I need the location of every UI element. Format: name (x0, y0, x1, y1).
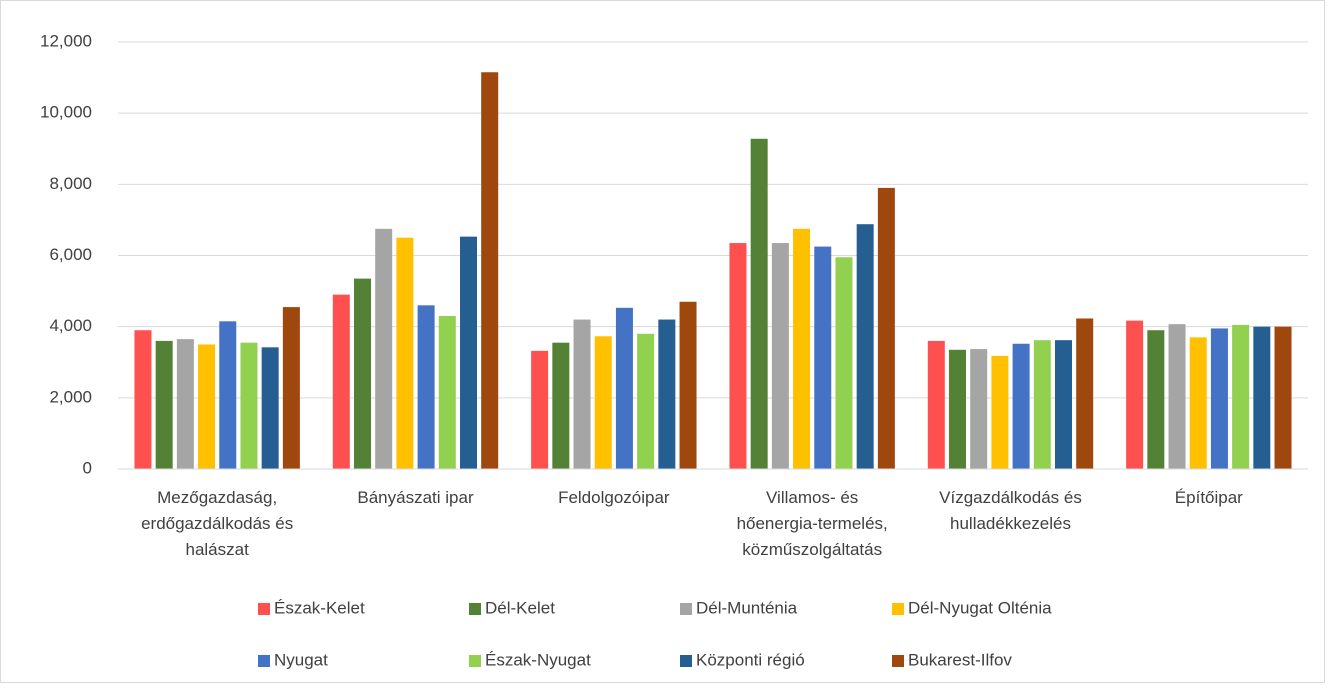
y-tick-label: 0 (83, 458, 92, 477)
legend-swatch (892, 655, 904, 667)
bar (1210, 328, 1228, 469)
legend-label: Dél-Munténia (696, 598, 798, 617)
bar (637, 333, 655, 469)
legend-label: Bukarest-Ilfov (908, 650, 1012, 669)
bar (282, 307, 300, 469)
bar (594, 336, 612, 469)
bar (481, 72, 499, 469)
bar (615, 307, 633, 469)
bar (991, 355, 1009, 469)
bar (552, 342, 570, 469)
legend-label: Dél-Nyugat Olténia (908, 598, 1052, 617)
legend-swatch (469, 603, 481, 615)
bar (261, 347, 279, 469)
y-tick-label: 2,000 (49, 387, 92, 406)
bar (1147, 330, 1165, 469)
legend-label: Dél-Kelet (485, 598, 555, 617)
bar (729, 243, 747, 469)
legend-label: Észak-Kelet (274, 598, 365, 617)
bar (460, 236, 477, 469)
legend-swatch (680, 603, 692, 615)
bar (354, 278, 371, 469)
y-tick-label: 10,000 (40, 103, 92, 122)
bar (332, 294, 350, 469)
bar (1012, 343, 1030, 469)
y-tick-label: 4,000 (49, 316, 92, 335)
bar (1253, 326, 1271, 469)
x-tick-label: Villamos- és hőenergia-termelés, közműszol… (737, 488, 888, 559)
bar (1274, 326, 1292, 469)
y-tick-label: 6,000 (49, 245, 92, 264)
bar (658, 319, 676, 469)
legend-swatch (469, 655, 481, 667)
bar (1076, 318, 1094, 469)
legend-swatch (258, 655, 270, 667)
bar (679, 301, 697, 469)
bar (155, 340, 173, 469)
legend-label: Központi régió (696, 650, 805, 669)
bar (134, 330, 152, 469)
bar (1126, 320, 1144, 469)
bar (814, 246, 832, 469)
bar (856, 224, 874, 469)
y-tick-label: 12,000 (40, 31, 92, 50)
bar (1168, 324, 1186, 469)
bar (176, 339, 194, 469)
x-tick-label: Vízgazdálkodás és hulladékkezelés (939, 488, 1082, 533)
bar (1033, 340, 1051, 469)
bar (771, 243, 789, 469)
x-tick-label: Bányászati ipar (357, 488, 474, 507)
bar (793, 228, 811, 469)
legend-label: Nyugat (274, 650, 328, 669)
bar (240, 342, 258, 469)
bar (198, 344, 216, 469)
bar (438, 315, 456, 469)
legend-swatch (892, 603, 904, 615)
bar (531, 350, 549, 469)
bar (375, 228, 393, 469)
x-tick-label: Építőipar (1175, 488, 1243, 507)
bar (417, 305, 435, 469)
bar (1232, 324, 1250, 469)
bar (1055, 340, 1072, 469)
legend-swatch (258, 603, 270, 615)
bar (396, 237, 414, 469)
legend-label: Észak-Nyugat (485, 650, 591, 669)
legend-swatch (680, 655, 692, 667)
bar (750, 138, 768, 469)
bar (835, 257, 853, 469)
bar (219, 321, 237, 469)
bar (949, 349, 966, 469)
x-tick-label: Feldolgozóipar (558, 488, 670, 507)
bar (927, 340, 945, 469)
bar (573, 319, 591, 469)
bar (1189, 337, 1207, 469)
bar (970, 349, 988, 469)
bar (877, 187, 895, 469)
x-tick-label: Mezőgazdaság, erdőgazdálkodás és halászat (141, 488, 293, 559)
y-tick-label: 8,000 (49, 174, 92, 193)
